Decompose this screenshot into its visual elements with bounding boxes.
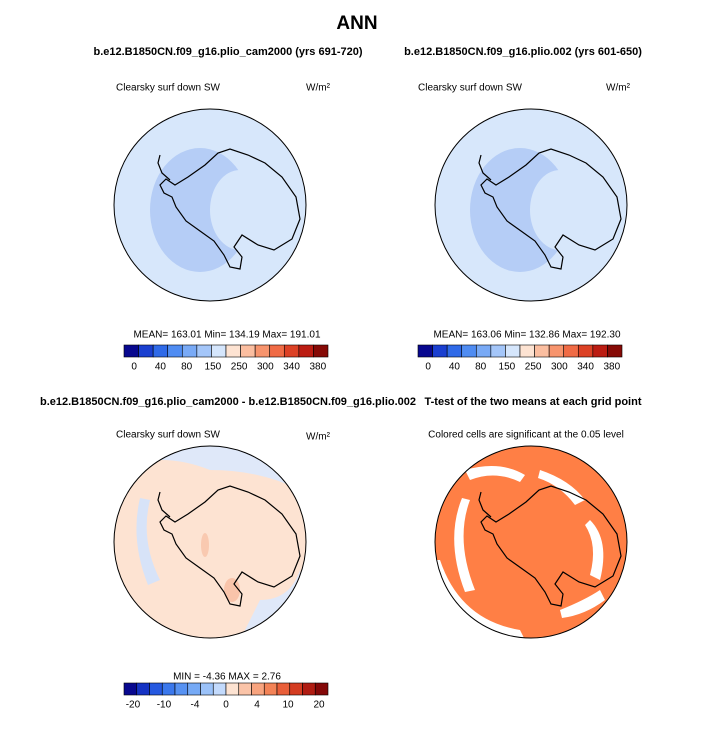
colorbar-box — [302, 682, 316, 696]
panel-label: Colored cells are significant at the 0.0… — [428, 430, 624, 441]
colorbar-label: 80 — [475, 362, 487, 373]
colorbar-box — [432, 344, 448, 358]
stats: MEAN= 163.06 Min= 132.86 Max= 192.30 — [433, 330, 621, 341]
colorbar-box — [276, 682, 291, 696]
colorbar-box — [123, 682, 138, 696]
colorbar-box — [475, 344, 492, 358]
colorbar-box — [263, 682, 278, 696]
panel-label: Clearsky surf down SW — [418, 83, 522, 94]
map — [435, 109, 627, 301]
colorbar-box — [238, 682, 252, 696]
colorbar-label: 0 — [131, 362, 137, 373]
colorbar-box — [161, 682, 176, 696]
map-border — [113, 108, 307, 302]
colorbar-box — [251, 682, 265, 696]
units: W/m² — [306, 83, 331, 94]
colorbar-box — [313, 344, 329, 358]
map — [114, 446, 306, 638]
panel-heading: b.e12.B1850CN.f09_g16.plio_cam2000 (yrs … — [93, 46, 362, 58]
colorbar-label: 380 — [603, 362, 620, 373]
colorbar-label: 250 — [231, 362, 248, 373]
map-border — [434, 445, 628, 639]
panel-heading: T-test of the two means at each grid poi… — [425, 396, 642, 408]
colorbar-box — [289, 682, 303, 696]
colorbar-label: 80 — [181, 362, 193, 373]
colorbar-box — [269, 344, 285, 358]
map-border — [113, 445, 307, 639]
map-border — [434, 108, 628, 302]
colorbar-label: 10 — [282, 700, 294, 711]
colorbar-label: 300 — [551, 362, 568, 373]
units: W/m² — [306, 432, 331, 443]
colorbar-label: 340 — [283, 362, 300, 373]
colorbar-box — [519, 344, 535, 358]
colorbar-box — [136, 682, 150, 696]
colorbar-label: 380 — [309, 362, 326, 373]
panel-label: Clearsky surf down SW — [116, 83, 220, 94]
colorbar-box — [167, 344, 183, 358]
title: ANN — [336, 13, 377, 34]
colorbar-box — [200, 682, 214, 696]
colorbar-box — [149, 682, 163, 696]
colorbar-box — [298, 344, 314, 358]
colorbar-box — [187, 682, 201, 696]
colorbar-label: 40 — [155, 362, 167, 373]
colorbar-box — [225, 682, 240, 696]
colorbar-box — [123, 344, 139, 358]
colorbar-box — [548, 344, 565, 358]
colorbar-box — [592, 344, 608, 358]
colorbar-box — [152, 344, 169, 358]
colorbar-box — [446, 344, 463, 358]
colorbar-box — [240, 344, 256, 358]
map — [114, 109, 306, 301]
panel-heading: b.e12.B1850CN.f09_g16.plio.002 (yrs 601-… — [404, 46, 642, 58]
panel-label: Clearsky surf down SW — [116, 430, 220, 441]
colorbar-box — [534, 344, 550, 358]
colorbar-label: 4 — [254, 700, 260, 711]
colorbar-box — [174, 682, 189, 696]
map — [435, 446, 627, 638]
colorbar-box — [314, 682, 329, 696]
colorbar-label: 250 — [525, 362, 542, 373]
colorbar-box — [505, 344, 521, 358]
colorbar-box — [490, 344, 506, 358]
colorbar-label: 300 — [257, 362, 274, 373]
colorbar-box — [212, 682, 227, 696]
colorbar-label: -4 — [191, 700, 200, 711]
colorbar-label: 40 — [449, 362, 461, 373]
colorbar-box — [563, 344, 579, 358]
colorbar-label: 150 — [205, 362, 222, 373]
colorbar-label: 0 — [223, 700, 229, 711]
colorbar-box — [577, 344, 594, 358]
colorbar-box — [138, 344, 154, 358]
colorbar-box — [283, 344, 300, 358]
stats: MIN = -4.36 MAX = 2.76 — [173, 672, 281, 683]
panel-heading: b.e12.B1850CN.f09_g16.plio_cam2000 - b.e… — [40, 396, 416, 408]
colorbar-label: 20 — [314, 700, 326, 711]
colorbar-box — [607, 344, 623, 358]
units: W/m² — [606, 83, 631, 94]
colorbar-label: 150 — [499, 362, 516, 373]
colorbar-label: -20 — [126, 700, 141, 711]
colorbar-label: 340 — [577, 362, 594, 373]
colorbar-box — [461, 344, 477, 358]
colorbar-label: 0 — [425, 362, 431, 373]
colorbar-box — [417, 344, 433, 358]
colorbar-label: -10 — [157, 700, 172, 711]
colorbar-box — [254, 344, 271, 358]
colorbar-box — [211, 344, 227, 358]
stats: MEAN= 163.01 Min= 134.19 Max= 191.01 — [133, 330, 321, 341]
colorbar-box — [225, 344, 241, 358]
colorbar-box — [181, 344, 198, 358]
colorbar-box — [196, 344, 212, 358]
